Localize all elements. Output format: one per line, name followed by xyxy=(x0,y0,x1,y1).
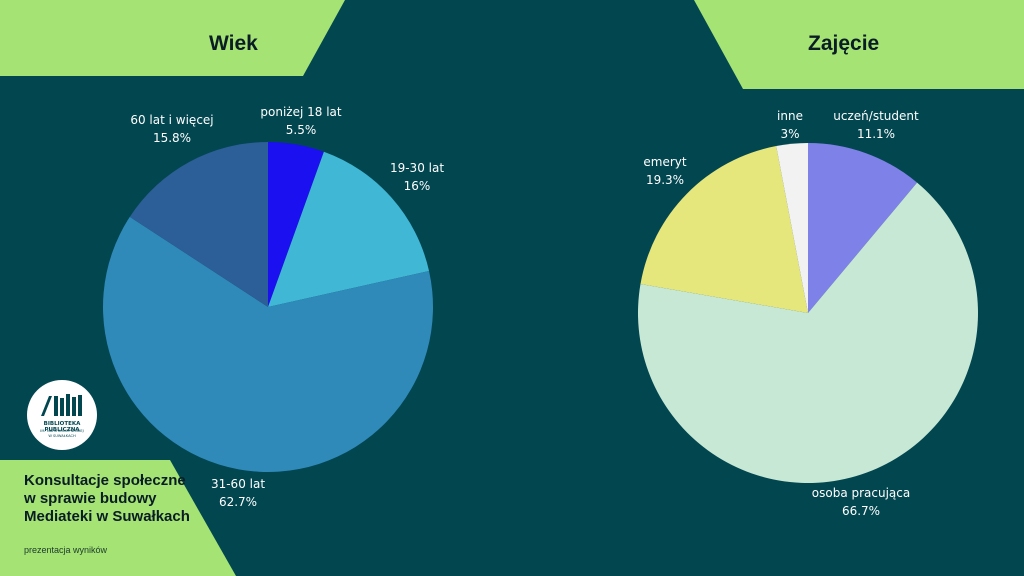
pie-slice xyxy=(808,143,918,313)
slice-label: uczeń/student xyxy=(833,109,919,123)
pie-chart-2: uczeń/student 11.1% osoba pracująca 66.7% em… xyxy=(637,109,978,518)
logo-line-1: BIBLIOTEKA PUBLICZNA xyxy=(43,421,81,433)
slice-label: 60 lat i więcej xyxy=(130,113,213,127)
pie-slice xyxy=(637,182,978,484)
footer-subtitle: prezentacja wyników xyxy=(24,545,108,555)
slice-label: 19-30 lat xyxy=(390,161,444,175)
slice-value-label: 11.1% xyxy=(857,127,895,141)
pie-slice xyxy=(640,146,808,313)
pie-slice xyxy=(129,142,268,307)
footer-title: Konsultacje społeczne w sprawie budowy M… xyxy=(24,472,190,525)
slice-label: emeryt xyxy=(643,155,686,169)
slice-value-label: 15.8% xyxy=(153,131,191,145)
logo-line-3: W SUWAŁKACH xyxy=(48,434,76,438)
pie-chart-1: poniżej 18 lat 5.5% 19-30 lat 16% 31-60 lat 6… xyxy=(103,105,444,509)
pie-slice xyxy=(268,142,324,307)
slice-label: osoba pracująca xyxy=(812,486,910,500)
slice-label: poniżej 18 lat xyxy=(260,105,342,119)
pie-slice xyxy=(776,143,808,313)
slice-label: inne xyxy=(777,109,803,123)
left-chart-header: Wiek xyxy=(209,32,258,55)
pie-slice xyxy=(103,216,434,472)
slice-value-label: 5.5% xyxy=(286,123,317,137)
left-header-shape xyxy=(0,0,345,76)
library-logo: BIBLIOTEKA PUBLICZNA IM. MARII KONOPNICK… xyxy=(27,380,97,450)
books-icon xyxy=(41,394,82,416)
slice-value-label: 66.7% xyxy=(842,504,880,518)
right-chart-header: Zajęcie xyxy=(808,32,880,55)
slice-value-label: 16% xyxy=(404,179,431,193)
footer-shape xyxy=(0,460,236,576)
slice-value-label: 62.7% xyxy=(219,495,257,509)
slice-value-label: 19.3% xyxy=(646,173,684,187)
slice-label: 31-60 lat xyxy=(211,477,265,491)
logo-line-2: IM. MARII KONOPNICKIEJ xyxy=(40,429,84,433)
pie-slice xyxy=(268,151,430,307)
slice-value-label: 3% xyxy=(780,127,799,141)
right-header-shape xyxy=(694,0,1024,89)
